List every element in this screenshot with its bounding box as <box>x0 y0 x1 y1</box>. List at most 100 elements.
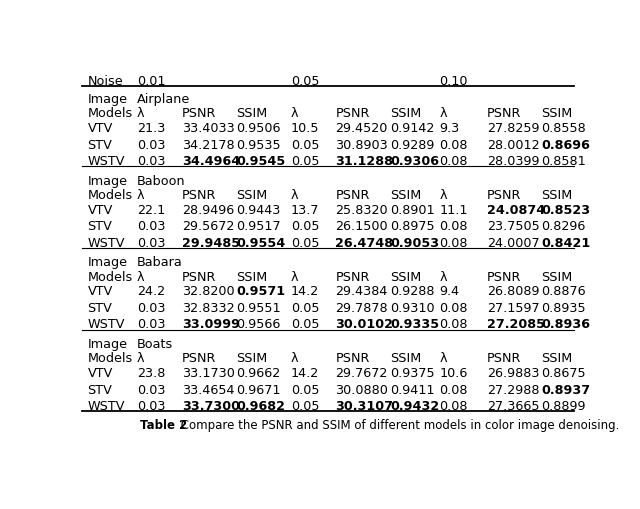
Text: 0.08: 0.08 <box>440 301 468 315</box>
Text: SSIM: SSIM <box>236 107 268 120</box>
Text: 26.4748: 26.4748 <box>335 236 394 249</box>
Text: 29.4520: 29.4520 <box>335 122 388 135</box>
Text: 33.4033: 33.4033 <box>182 122 234 135</box>
Text: 27.8259: 27.8259 <box>486 122 540 135</box>
Text: λ: λ <box>440 188 447 202</box>
Text: SSIM: SSIM <box>236 270 268 283</box>
Text: 24.0874: 24.0874 <box>486 204 545 216</box>
Text: SSIM: SSIM <box>541 107 573 120</box>
Text: 0.05: 0.05 <box>291 220 319 233</box>
Text: 0.03: 0.03 <box>137 236 166 249</box>
Text: 0.08: 0.08 <box>440 383 468 396</box>
Text: 0.03: 0.03 <box>137 220 166 233</box>
Text: Boats: Boats <box>137 337 173 350</box>
Text: 0.05: 0.05 <box>291 301 319 315</box>
Text: 0.03: 0.03 <box>137 400 166 412</box>
Text: 0.8936: 0.8936 <box>541 318 590 331</box>
Text: 11.1: 11.1 <box>440 204 468 216</box>
Text: 0.8581: 0.8581 <box>541 155 586 168</box>
Text: λ: λ <box>137 107 145 120</box>
Text: SSIM: SSIM <box>541 270 573 283</box>
Text: 0.8675: 0.8675 <box>541 366 586 379</box>
Text: 14.2: 14.2 <box>291 285 319 298</box>
Text: 29.9485: 29.9485 <box>182 236 240 249</box>
Text: λ: λ <box>291 107 298 120</box>
Text: 28.0012: 28.0012 <box>486 138 540 151</box>
Text: 0.03: 0.03 <box>137 301 166 315</box>
Text: 0.9566: 0.9566 <box>236 318 280 331</box>
Text: 26.9883: 26.9883 <box>486 366 540 379</box>
Text: 21.3: 21.3 <box>137 122 165 135</box>
Text: 0.03: 0.03 <box>137 383 166 396</box>
Text: SSIM: SSIM <box>390 270 421 283</box>
Text: Compare the PSNR and SSIM of different models in color image denoising.: Compare the PSNR and SSIM of different m… <box>177 418 620 431</box>
Text: 0.05: 0.05 <box>291 155 319 168</box>
Text: VTV: VTV <box>88 366 113 379</box>
Text: 0.8937: 0.8937 <box>541 383 591 396</box>
Text: 0.8296: 0.8296 <box>541 220 586 233</box>
Text: λ: λ <box>440 107 447 120</box>
Text: 0.8876: 0.8876 <box>541 285 586 298</box>
Text: PSNR: PSNR <box>335 352 370 364</box>
Text: 27.2085: 27.2085 <box>486 318 545 331</box>
Text: λ: λ <box>440 270 447 283</box>
Text: 0.05: 0.05 <box>291 318 319 331</box>
Text: SSIM: SSIM <box>541 188 573 202</box>
Text: 0.9142: 0.9142 <box>390 122 435 135</box>
Text: PSNR: PSNR <box>335 107 370 120</box>
Text: 0.9443: 0.9443 <box>236 204 280 216</box>
Text: 29.4384: 29.4384 <box>335 285 388 298</box>
Text: Baboon: Baboon <box>137 175 186 187</box>
Text: STV: STV <box>88 301 112 315</box>
Text: 32.8332: 32.8332 <box>182 301 234 315</box>
Text: 0.9506: 0.9506 <box>236 122 281 135</box>
Text: 10.6: 10.6 <box>440 366 468 379</box>
Text: 9.4: 9.4 <box>440 285 460 298</box>
Text: SSIM: SSIM <box>236 352 268 364</box>
Text: 0.08: 0.08 <box>440 236 468 249</box>
Text: 0.8901: 0.8901 <box>390 204 435 216</box>
Text: λ: λ <box>291 270 298 283</box>
Text: PSNR: PSNR <box>335 270 370 283</box>
Text: 10.5: 10.5 <box>291 122 319 135</box>
Text: 0.9335: 0.9335 <box>390 318 439 331</box>
Text: 14.2: 14.2 <box>291 366 319 379</box>
Text: SSIM: SSIM <box>390 352 421 364</box>
Text: 0.05: 0.05 <box>291 383 319 396</box>
Text: SSIM: SSIM <box>541 352 573 364</box>
Text: VTV: VTV <box>88 122 113 135</box>
Text: 0.8975: 0.8975 <box>390 220 435 233</box>
Text: SSIM: SSIM <box>390 188 421 202</box>
Text: PSNR: PSNR <box>486 352 521 364</box>
Text: 26.1500: 26.1500 <box>335 220 388 233</box>
Text: 0.9411: 0.9411 <box>390 383 435 396</box>
Text: STV: STV <box>88 138 112 151</box>
Text: 0.03: 0.03 <box>137 318 166 331</box>
Text: 0.9306: 0.9306 <box>390 155 439 168</box>
Text: λ: λ <box>137 270 145 283</box>
Text: STV: STV <box>88 220 112 233</box>
Text: 25.8320: 25.8320 <box>335 204 388 216</box>
Text: 28.9496: 28.9496 <box>182 204 234 216</box>
Text: 33.1730: 33.1730 <box>182 366 234 379</box>
Text: 30.0880: 30.0880 <box>335 383 388 396</box>
Text: VTV: VTV <box>88 204 113 216</box>
Text: 24.2: 24.2 <box>137 285 165 298</box>
Text: 0.8696: 0.8696 <box>541 138 590 151</box>
Text: WSTV: WSTV <box>88 236 125 249</box>
Text: 13.7: 13.7 <box>291 204 319 216</box>
Text: 0.9571: 0.9571 <box>236 285 285 298</box>
Text: 0.9375: 0.9375 <box>390 366 435 379</box>
Text: 0.10: 0.10 <box>440 75 468 88</box>
Text: 31.1288: 31.1288 <box>335 155 394 168</box>
Text: 0.9310: 0.9310 <box>390 301 435 315</box>
Text: 34.4964: 34.4964 <box>182 155 240 168</box>
Text: 0.9517: 0.9517 <box>236 220 281 233</box>
Text: 27.2988: 27.2988 <box>486 383 540 396</box>
Text: 0.8935: 0.8935 <box>541 301 586 315</box>
Text: PSNR: PSNR <box>182 107 216 120</box>
Text: 0.8899: 0.8899 <box>541 400 586 412</box>
Text: SSIM: SSIM <box>236 188 268 202</box>
Text: 0.08: 0.08 <box>440 138 468 151</box>
Text: Noise: Noise <box>88 75 123 88</box>
